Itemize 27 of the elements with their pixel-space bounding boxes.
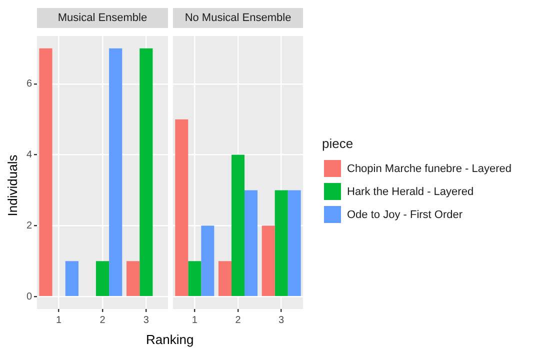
x-tick-label: 2 <box>235 314 242 326</box>
x-tick-label: 2 <box>100 314 106 326</box>
y-tick-label: 2 <box>26 220 32 232</box>
y-tick-label: 4 <box>26 150 32 161</box>
bar <box>175 119 188 296</box>
bar <box>188 261 202 296</box>
bar <box>244 190 258 296</box>
bar <box>262 226 275 296</box>
x-tick-label: 3 <box>143 314 150 326</box>
bar <box>274 190 288 296</box>
y-tick-label: 0 <box>26 291 32 302</box>
y-axis-title: Individuals <box>4 154 20 216</box>
legend-label: Ode to Joy - First Order <box>347 208 463 220</box>
x-axis-title: Ranking <box>146 332 194 347</box>
legend-label: Chopin Marche funebre - Layered <box>347 162 512 174</box>
bar <box>218 261 232 296</box>
x-tick-label: 1 <box>192 314 198 326</box>
chart-title: No Musical Ensemble <box>173 8 303 28</box>
bar <box>201 226 214 296</box>
bar <box>232 154 244 296</box>
legend-title: piece <box>322 136 354 151</box>
x-tick-label: 1 <box>56 314 62 326</box>
y-tick-label: 6 <box>26 78 32 90</box>
chart-title: Musical Ensemble <box>37 8 168 28</box>
legend-label: Hark the Herald - Layered <box>347 186 474 198</box>
bar <box>288 190 301 296</box>
x-tick-label: 3 <box>278 314 285 326</box>
